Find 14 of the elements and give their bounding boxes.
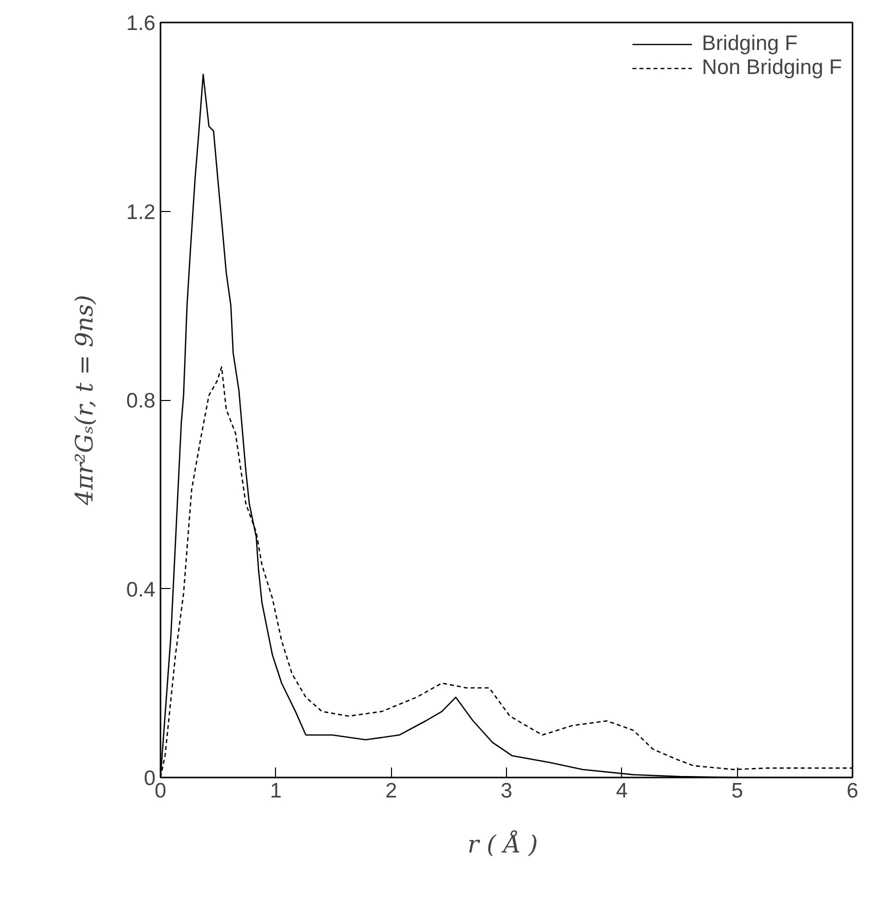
y-tick-label: 0.4: [126, 578, 156, 602]
x-tick-label: 4: [616, 780, 628, 802]
x-tick-label: 6: [846, 780, 858, 802]
x-tick-label: 5: [731, 780, 744, 802]
y-tick-label: 1.6: [126, 12, 156, 35]
y-tick-label: 1.2: [126, 200, 156, 224]
legend-label: Bridging F: [702, 32, 798, 56]
legend-label: Non Bridging F: [702, 56, 842, 80]
y-axis-title: 4πr²Gₛ(r, t = 9ns): [70, 294, 98, 506]
x-tick-label: 2: [385, 780, 398, 802]
y-tick-label: 0.8: [126, 390, 156, 412]
x-axis-title: r ( Å ): [467, 830, 538, 858]
x-tick-label: 1: [270, 780, 282, 802]
x-tick-label: 3: [500, 780, 512, 802]
